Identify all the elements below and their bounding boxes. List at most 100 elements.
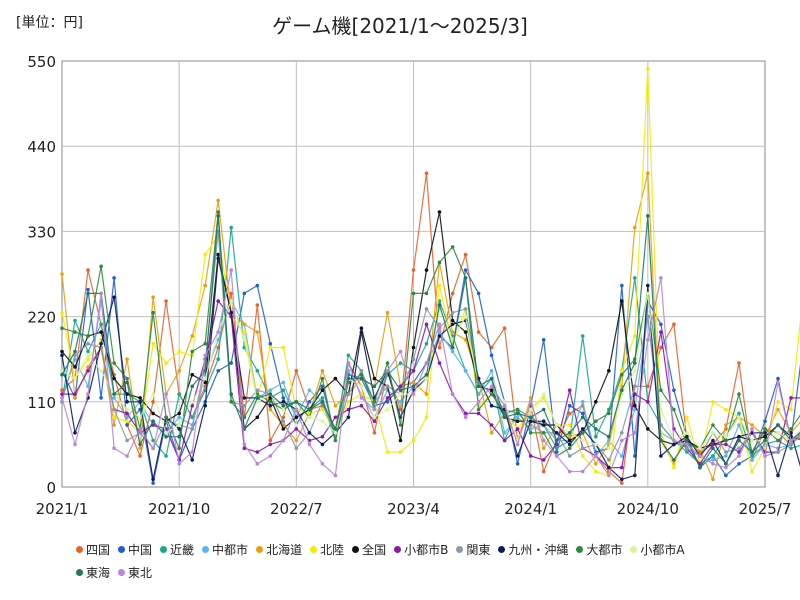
data-point: [138, 454, 142, 458]
legend-swatch: [202, 546, 210, 553]
series-layer: [60, 66, 800, 485]
legend-item: 四国: [76, 541, 110, 558]
data-point: [463, 369, 468, 373]
data-point: [60, 369, 64, 373]
x-tick-label: 2025/7: [739, 500, 792, 518]
data-point: [594, 462, 598, 466]
data-point: [385, 384, 390, 389]
data-point: [424, 376, 429, 381]
data-point: [372, 419, 377, 424]
legend-item: 中国: [118, 541, 152, 558]
data-point: [60, 396, 64, 400]
data-point: [463, 338, 468, 342]
data-point: [607, 369, 611, 373]
x-tick-label: 2021/10: [148, 500, 210, 518]
legend-item: 北陸: [310, 541, 344, 558]
data-point: [359, 384, 364, 389]
data-point: [594, 419, 598, 424]
data-point: [229, 299, 233, 303]
data-point: [151, 341, 155, 346]
data-point: [86, 392, 90, 396]
series-line: [61, 211, 800, 457]
data-point: [541, 438, 546, 443]
data-point: [737, 438, 741, 443]
data-point: [724, 407, 728, 412]
data-point: [281, 388, 286, 393]
data-point: [424, 268, 429, 272]
data-point: [255, 450, 260, 454]
data-point: [672, 438, 676, 443]
y-tick-label: 440: [27, 138, 56, 156]
data-point: [60, 353, 64, 358]
data-point: [255, 303, 260, 307]
data-point: [646, 214, 650, 218]
data-point: [437, 210, 442, 214]
data-point: [86, 357, 90, 362]
data-point: [737, 462, 741, 466]
data-point: [594, 454, 598, 458]
data-point: [620, 372, 624, 377]
data-point: [424, 361, 429, 365]
data-point: [659, 438, 663, 443]
data-point: [203, 252, 207, 257]
data-point: [672, 458, 676, 462]
data-point: [359, 369, 364, 373]
data-point: [242, 415, 247, 420]
data-point: [489, 384, 494, 389]
data-point: [190, 403, 194, 408]
data-point: [411, 369, 416, 373]
chart-title: ゲーム機[2021/1～2025/3]: [272, 14, 528, 38]
data-point: [112, 423, 116, 427]
data-point: [463, 314, 468, 319]
data-point: [294, 415, 299, 420]
data-point: [73, 318, 77, 323]
data-point: [607, 465, 611, 470]
data-point: [177, 423, 181, 427]
data-point: [112, 396, 116, 400]
data-point: [437, 322, 442, 327]
data-point: [620, 369, 624, 373]
data-point: [151, 477, 155, 482]
data-point: [411, 291, 416, 296]
data-point: [711, 423, 715, 427]
data-point: [268, 403, 273, 408]
x-tick-label: 2024/10: [617, 500, 679, 518]
legend-swatch: [630, 546, 638, 553]
data-point: [737, 415, 741, 420]
data-point: [73, 353, 77, 358]
data-point: [372, 407, 377, 412]
data-point: [112, 361, 116, 365]
data-point: [398, 450, 403, 454]
data-point: [190, 400, 194, 404]
data-point: [346, 376, 351, 381]
data-point: [763, 454, 767, 458]
data-point: [190, 427, 194, 431]
data-point: [450, 330, 455, 334]
data-point: [450, 310, 455, 315]
data-point: [567, 446, 572, 451]
data-point: [554, 446, 559, 451]
unit-label: [単位：円]: [16, 15, 83, 31]
data-point: [151, 310, 155, 315]
series-東北: [60, 268, 800, 478]
data-point: [776, 376, 780, 381]
data-point: [60, 326, 64, 331]
data-point: [138, 400, 142, 404]
data-point: [685, 434, 689, 439]
data-point: [73, 365, 77, 369]
data-point: [776, 431, 780, 435]
data-point: [750, 469, 754, 474]
y-tick-label: 0: [46, 479, 56, 497]
data-point: [294, 423, 299, 427]
legend-item: 中都市: [202, 541, 248, 558]
data-point: [268, 392, 273, 396]
y-tick-label: 110: [27, 394, 56, 412]
data-point: [216, 198, 220, 203]
data-point: [711, 438, 715, 443]
legend-swatch: [456, 546, 464, 553]
data-point: [633, 384, 637, 389]
series-line: [61, 173, 800, 482]
data-point: [86, 369, 90, 373]
data-point: [620, 388, 624, 393]
